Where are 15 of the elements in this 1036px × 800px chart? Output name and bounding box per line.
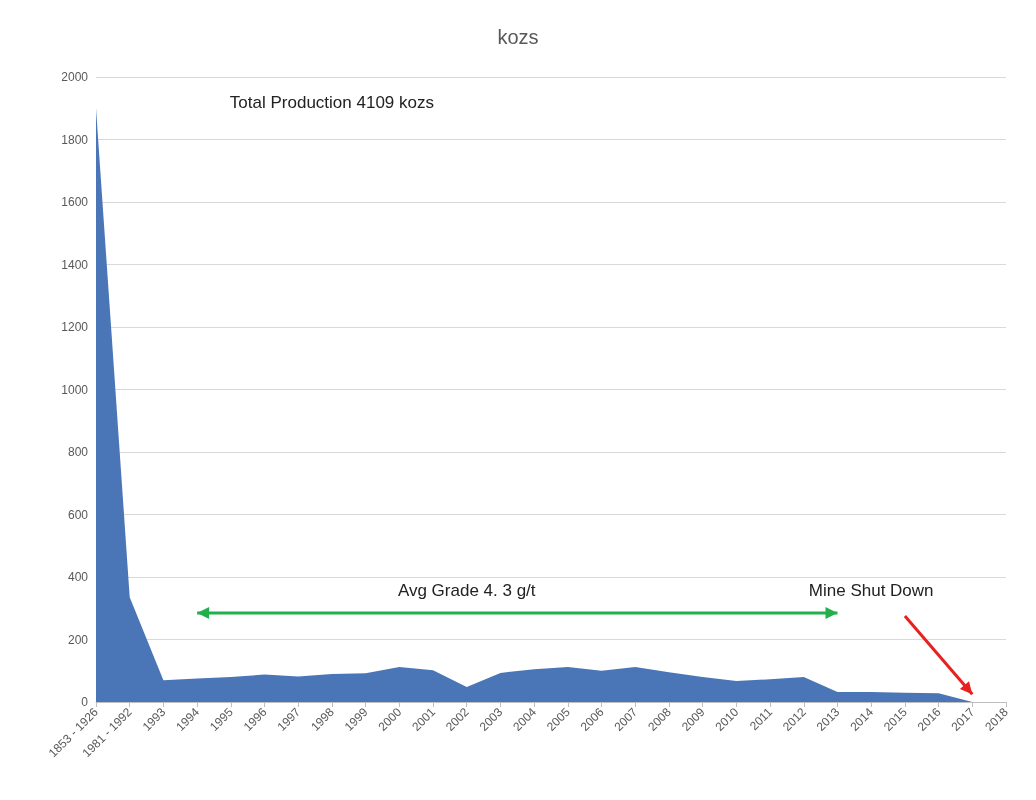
y-tick-label: 400 bbox=[67, 570, 89, 584]
y-tick-label: 0 bbox=[81, 695, 89, 709]
y-tick-label: 1600 bbox=[61, 195, 89, 209]
annotation: Avg Grade 4. 3 g/t bbox=[397, 580, 536, 600]
annotation: Total Production 4109 kozs bbox=[229, 93, 434, 113]
y-tick-label: 1000 bbox=[61, 382, 89, 397]
y-tick-label: 1200 bbox=[61, 320, 89, 334]
y-tick-label: 600 bbox=[67, 507, 89, 522]
y-tick-label: 200 bbox=[67, 632, 89, 647]
y-tick-label: 2000 bbox=[61, 70, 89, 84]
annotation: Mine Shut Down bbox=[808, 580, 934, 600]
y-tick-label: 1400 bbox=[61, 257, 89, 272]
y-tick-label: 800 bbox=[67, 445, 89, 459]
chart-title: kozs bbox=[497, 26, 539, 48]
y-tick-label: 1800 bbox=[61, 132, 89, 147]
